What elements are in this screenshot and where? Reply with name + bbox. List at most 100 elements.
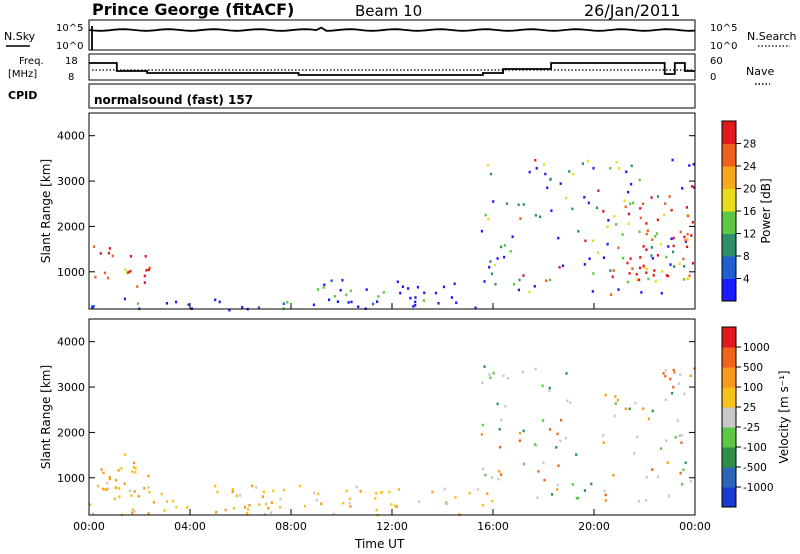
power-cell bbox=[650, 246, 653, 249]
power-cell bbox=[534, 158, 537, 162]
freq-tick-low: 8 bbox=[68, 72, 74, 83]
colorbar-swatch bbox=[722, 256, 736, 279]
velocity-cell bbox=[681, 483, 684, 486]
velocity-cell bbox=[235, 494, 238, 498]
velocity-cell bbox=[548, 428, 552, 431]
velocity-cell bbox=[656, 475, 660, 479]
power-cell bbox=[645, 222, 648, 225]
freq-label-top: Freq. bbox=[19, 56, 44, 67]
velocity-cell bbox=[672, 368, 675, 372]
velocity-cell bbox=[117, 469, 120, 472]
velocity-cell bbox=[682, 468, 685, 472]
velocity-cell bbox=[375, 492, 378, 495]
power-cell bbox=[636, 278, 639, 282]
power-cell bbox=[642, 264, 645, 268]
power-cell bbox=[489, 260, 492, 263]
colorbar-tick-label: 500 bbox=[743, 362, 763, 374]
power-cell bbox=[629, 257, 632, 260]
velocity-cell bbox=[534, 367, 537, 371]
power-cell bbox=[455, 301, 458, 305]
velocity-cell bbox=[118, 487, 121, 490]
velocity-cell bbox=[575, 496, 578, 500]
velocity-cell bbox=[114, 486, 117, 489]
velocity-cell bbox=[215, 510, 218, 514]
power-cell bbox=[91, 305, 94, 309]
power-cell bbox=[487, 217, 490, 221]
power-cell bbox=[639, 216, 642, 220]
y-tick-label: 2000 bbox=[57, 220, 85, 233]
power-cell bbox=[187, 303, 190, 306]
power-cell bbox=[587, 201, 590, 205]
power-cell bbox=[345, 293, 348, 297]
velocity-cell bbox=[614, 402, 617, 405]
velocity-cell bbox=[390, 503, 393, 506]
power-cell bbox=[534, 214, 537, 217]
velocity-cell bbox=[680, 441, 683, 444]
power-cell bbox=[511, 235, 514, 238]
velocity-cell bbox=[224, 508, 227, 512]
velocity-cell bbox=[92, 512, 95, 516]
velocity-cell bbox=[496, 402, 499, 406]
power-cell bbox=[145, 269, 148, 272]
velocity-cell bbox=[481, 381, 484, 384]
velocity-cell bbox=[107, 487, 110, 490]
power-cell bbox=[597, 251, 600, 255]
colorbar-tick-label: 16 bbox=[743, 206, 757, 218]
freq-tick-high: 18 bbox=[65, 56, 78, 67]
power-cell bbox=[686, 232, 689, 236]
velocity-cell bbox=[214, 484, 217, 488]
power-cell bbox=[538, 215, 542, 219]
velocity-cell bbox=[313, 491, 316, 495]
velocity-cell bbox=[507, 377, 510, 380]
velocity-cell bbox=[332, 512, 335, 516]
power-cell bbox=[622, 256, 625, 260]
velocity-cell bbox=[147, 474, 150, 478]
date-title: 26/Jan/2011 bbox=[584, 1, 681, 20]
power-cell bbox=[659, 243, 662, 246]
power-cell bbox=[623, 199, 626, 202]
velocity-cell bbox=[152, 501, 155, 504]
velocity-cell bbox=[674, 436, 677, 439]
velocity-cell bbox=[124, 453, 127, 456]
power-cell bbox=[615, 160, 618, 164]
y-tick-label: 2000 bbox=[57, 426, 85, 439]
velocity-cell bbox=[134, 470, 137, 474]
power-cell bbox=[629, 202, 632, 206]
velocity-cell bbox=[454, 496, 457, 499]
power-cell bbox=[625, 170, 628, 174]
velocity-cell bbox=[133, 461, 136, 465]
colorbar-swatch bbox=[722, 487, 736, 508]
velocity-cell bbox=[590, 482, 593, 486]
power-cell bbox=[651, 257, 654, 260]
power-cell bbox=[673, 265, 676, 268]
power-cell bbox=[350, 300, 353, 304]
velocity-cell bbox=[651, 468, 654, 471]
power-cell bbox=[522, 203, 525, 206]
velocity-cell bbox=[684, 461, 687, 465]
power-cell bbox=[641, 202, 645, 206]
nsearch-label: N.Search bbox=[747, 30, 797, 43]
velocity-cell bbox=[113, 497, 116, 501]
velocity-cell bbox=[232, 507, 235, 510]
x-axis-label: Time UT bbox=[354, 537, 405, 551]
velocity-cell bbox=[480, 433, 483, 436]
velocity-cell bbox=[315, 499, 318, 502]
power-cell bbox=[257, 306, 260, 309]
power-cell bbox=[613, 215, 616, 218]
power-cell bbox=[503, 255, 506, 259]
power-cell bbox=[349, 289, 352, 293]
velocity-cell bbox=[374, 497, 377, 500]
power-cell bbox=[129, 255, 133, 258]
velocity-cell bbox=[548, 389, 551, 392]
velocity-cell bbox=[134, 467, 137, 470]
power-cell bbox=[365, 288, 368, 291]
power-cell bbox=[595, 206, 599, 210]
power-cell bbox=[528, 290, 531, 294]
beam-title: Beam 10 bbox=[355, 2, 422, 20]
power-cell bbox=[615, 223, 618, 226]
power-cell bbox=[517, 203, 520, 207]
power-cell bbox=[682, 278, 685, 281]
power-cell bbox=[630, 182, 633, 186]
x-tick-label: 16:00 bbox=[477, 520, 509, 533]
velocity-cell bbox=[604, 499, 607, 502]
